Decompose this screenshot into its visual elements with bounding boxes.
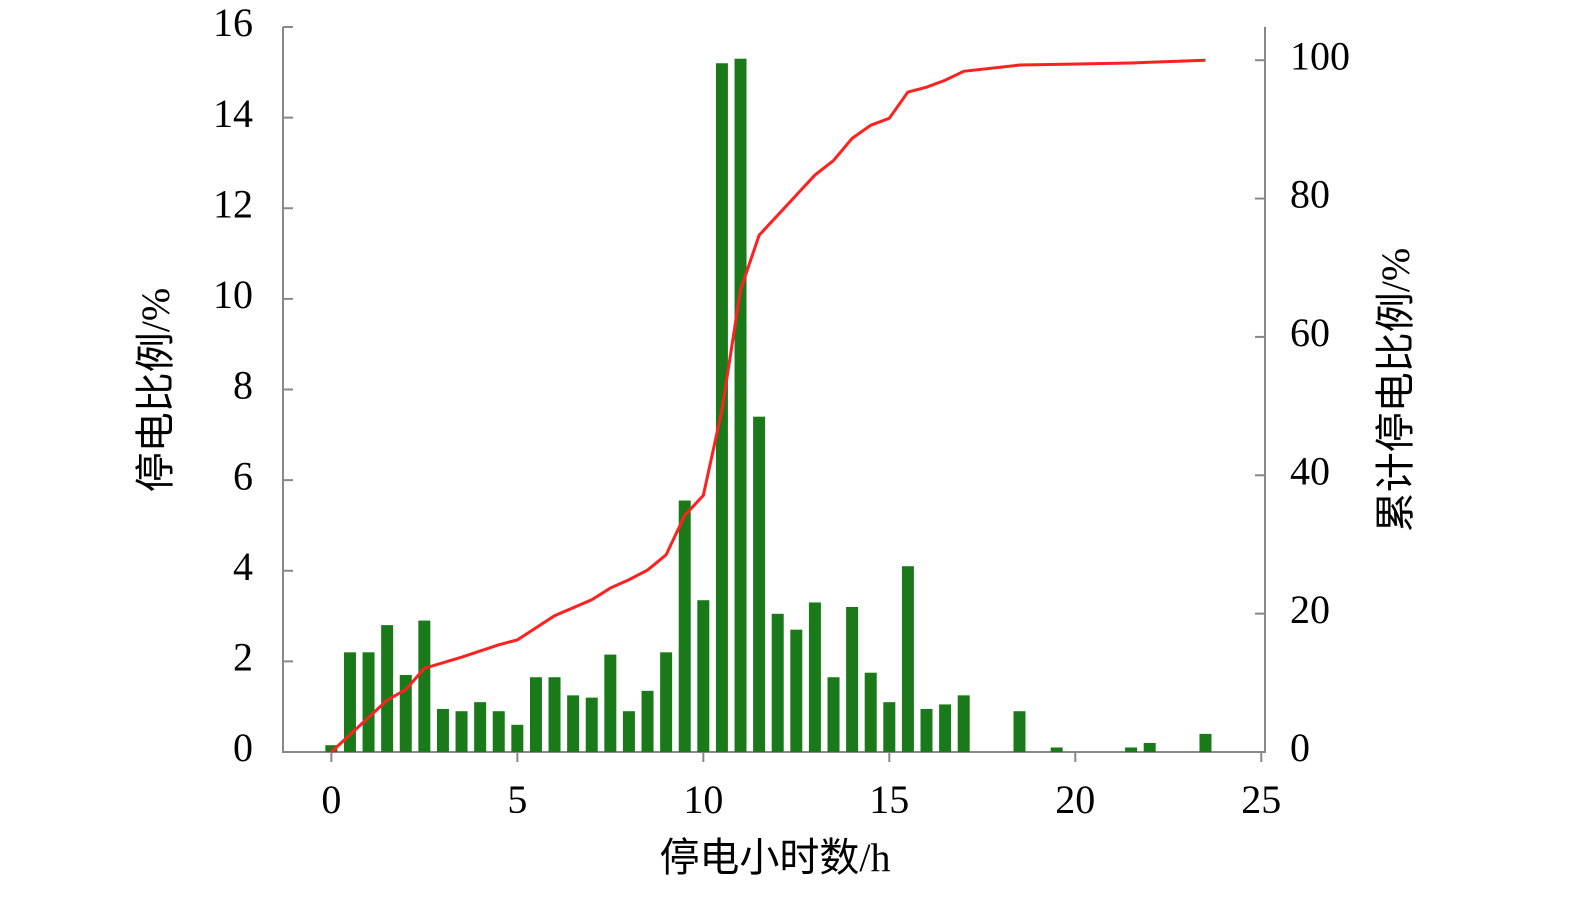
line: [330, 58, 1206, 754]
x-tick-label: 20: [1055, 777, 1095, 822]
bar: [920, 708, 933, 752]
bar: [1125, 747, 1138, 752]
bar: [604, 654, 617, 752]
y-tick-label: 0: [233, 725, 253, 770]
bar: [1013, 711, 1026, 752]
y-tick-label: 10: [213, 272, 253, 317]
bar: [325, 745, 338, 752]
bar: [734, 58, 747, 752]
bar: [771, 613, 784, 752]
bar: [567, 695, 580, 752]
y-tick-label: 8: [233, 363, 253, 408]
bar: [939, 704, 952, 752]
x-tick-label: 25: [1241, 777, 1281, 822]
bar: [808, 602, 821, 752]
y2-tick-label: 60: [1290, 310, 1330, 355]
x-axis-label: 停电小时数/h: [659, 835, 890, 880]
y-tick-label: 6: [233, 453, 253, 498]
y-tick-label: 16: [213, 0, 253, 45]
bar: [474, 702, 487, 752]
bar: [883, 702, 896, 752]
bar: [1199, 733, 1212, 752]
y-tick-label: 14: [213, 91, 253, 136]
bar: [790, 629, 803, 752]
y2-tick-label: 100: [1290, 33, 1350, 78]
y-axis-label: 停电比例/%: [133, 288, 178, 492]
bar: [697, 600, 710, 752]
bar: [957, 695, 970, 752]
bar: [511, 724, 524, 752]
bar: [901, 566, 914, 752]
bar: [548, 677, 561, 752]
bar: [846, 607, 859, 752]
bar: [381, 625, 394, 752]
x-tick-label: 10: [683, 777, 723, 822]
y-tick-label: 12: [213, 181, 253, 226]
bar: [343, 652, 356, 752]
bar: [1050, 747, 1063, 752]
bar: [827, 677, 840, 752]
bar: [622, 711, 635, 752]
bar: [660, 652, 673, 752]
bar: [492, 711, 505, 752]
bar: [362, 652, 375, 752]
bar: [399, 674, 412, 752]
bar: [1143, 742, 1156, 752]
y-tick-label: 2: [233, 635, 253, 680]
y2-tick-label: 40: [1290, 448, 1330, 493]
y-tick-label: 4: [233, 544, 253, 589]
x-tick-label: 0: [321, 777, 341, 822]
bar: [753, 416, 766, 752]
bar: [529, 677, 542, 752]
y2-axis-label: 累计停电比例/%: [1373, 248, 1418, 532]
bar: [418, 620, 431, 752]
x-tick-label: 15: [869, 777, 909, 822]
bar: [864, 672, 877, 752]
bar: [436, 708, 449, 752]
bar: [678, 500, 691, 752]
y2-tick-label: 0: [1290, 725, 1310, 770]
y2-tick-label: 20: [1290, 587, 1330, 632]
bar: [455, 711, 468, 752]
bar: [641, 690, 654, 752]
bar: [585, 697, 598, 752]
x-tick-label: 5: [507, 777, 527, 822]
y2-tick-label: 80: [1290, 172, 1330, 217]
